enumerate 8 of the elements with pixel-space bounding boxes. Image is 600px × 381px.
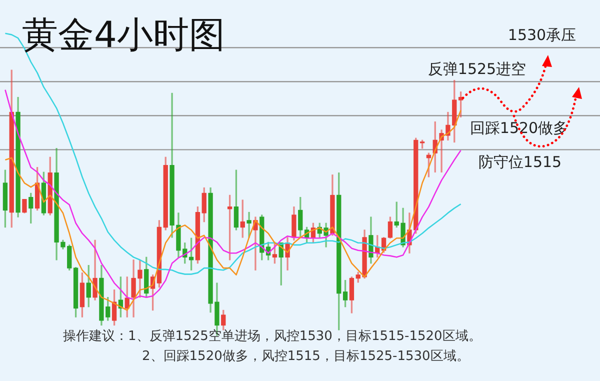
annotation: 操作建议：1、反弹1525空单进场，风控1530，目标1515-1520区域。 bbox=[63, 328, 482, 345]
ref-line-label: 1530承压 bbox=[508, 26, 576, 44]
ref-line-label: 反弹1525进空 bbox=[428, 60, 526, 78]
annotation: 2、回踩1520做多，风控1515，目标1525-1530区域。 bbox=[142, 348, 470, 365]
candlestick bbox=[246, 212, 252, 238]
ref-line-label: 防守位1515 bbox=[478, 153, 562, 172]
ref-line-label: 回踩1520做多 bbox=[470, 119, 568, 138]
chart-title: 黄金4小时图 bbox=[22, 14, 225, 58]
